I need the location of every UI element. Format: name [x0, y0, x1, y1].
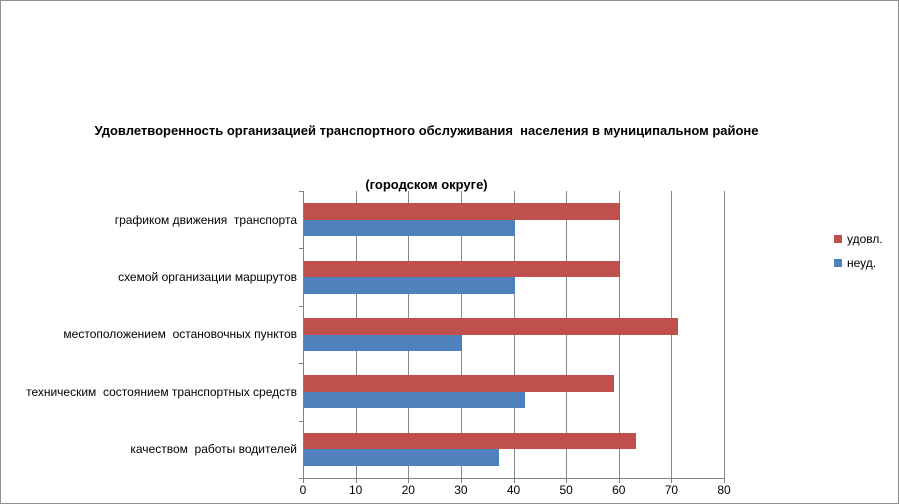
- bar--cat2: [304, 277, 515, 294]
- y-axis-tick: [299, 248, 303, 250]
- legend-label: удовл.: [847, 232, 883, 246]
- x-axis-label-40: 40: [506, 483, 521, 497]
- bar--cat5: [304, 432, 636, 450]
- x-axis-label-70: 70: [664, 483, 679, 497]
- gridline-x-40: [513, 191, 515, 478]
- x-axis-tick-50: [566, 479, 568, 483]
- x-axis-label-60: 60: [612, 483, 626, 497]
- x-axis-tick-60: [618, 479, 620, 483]
- category-label-3: местоположением остановочных пунктов: [63, 327, 297, 342]
- bar--cat4: [304, 375, 615, 392]
- x-axis-tick-0: [303, 479, 304, 483]
- bar--cat2: [304, 260, 620, 278]
- bar--cat3: [304, 318, 678, 335]
- legend-label: неуд.: [847, 256, 877, 270]
- plot-area: [303, 191, 725, 478]
- x-axis-label-10: 10: [348, 483, 363, 497]
- gridline-x-60: [618, 191, 620, 478]
- x-axis-label-0: 0: [299, 483, 307, 497]
- x-axis-line: [299, 478, 725, 479]
- legend-item-2: неуд.: [834, 256, 883, 270]
- gridline-x-70: [671, 191, 673, 478]
- category-label-4: техническим состоянием транспортных сред…: [26, 384, 297, 399]
- x-axis-tick-10: [355, 479, 357, 483]
- x-axis-label-30: 30: [454, 483, 468, 497]
- bar--cat4: [304, 391, 526, 409]
- bar--cat5: [304, 449, 499, 466]
- x-axis-tick-70: [671, 479, 673, 483]
- gridline-x-80: [724, 191, 725, 478]
- y-axis-tick: [299, 420, 303, 422]
- x-axis-tick-30: [460, 479, 462, 483]
- category-label-2: схемой организации маршрутов: [118, 270, 297, 285]
- chart-title-line1: Удовлетворенность организацией транспорт…: [94, 123, 759, 138]
- x-axis-label-50: 50: [559, 483, 573, 497]
- gridline-x-50: [566, 191, 568, 478]
- chart-title: Удовлетворенность организацией транспорт…: [1, 86, 852, 230]
- legend: удовл. неуд.: [834, 232, 883, 280]
- legend-swatch-icon: [834, 259, 842, 267]
- x-axis-label-80: 80: [717, 483, 731, 497]
- y-axis-line: [303, 191, 304, 479]
- chart-title-line2: (городском округе): [365, 177, 488, 192]
- x-axis-tick-80: [724, 479, 725, 483]
- legend-item-1: удовл.: [834, 232, 883, 246]
- y-axis-tick: [299, 191, 303, 192]
- x-axis-tick-20: [408, 479, 410, 483]
- legend-swatch-icon: [834, 235, 842, 243]
- bar--cat1: [304, 219, 515, 237]
- x-axis-label-20: 20: [401, 483, 415, 497]
- bar--cat3: [304, 334, 462, 351]
- y-axis-tick: [299, 363, 303, 365]
- y-axis-tick: [299, 305, 303, 307]
- x-axis-tick-40: [513, 479, 515, 483]
- bar--cat1: [304, 203, 620, 220]
- y-axis-tick: [299, 478, 303, 479]
- category-label-5: качеством работы водителей: [130, 442, 297, 457]
- category-label-1: графиком движения транспорта: [114, 212, 297, 227]
